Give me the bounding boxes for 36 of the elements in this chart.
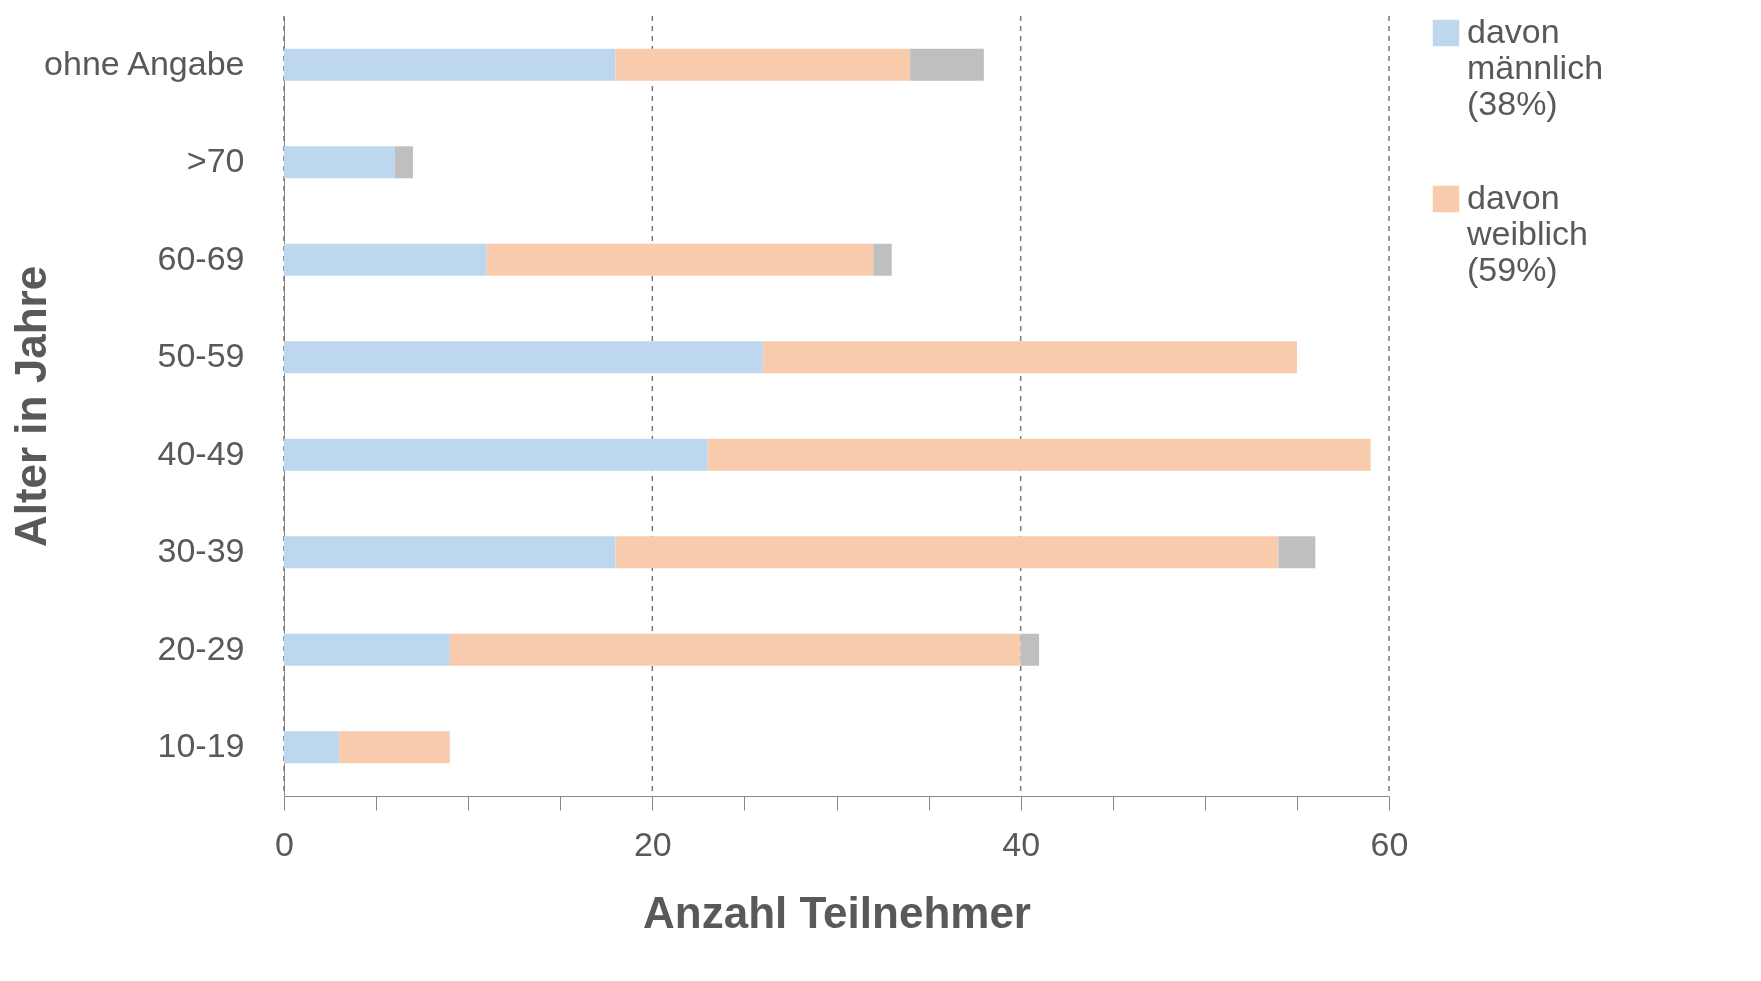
y-tick-label: 60-69 — [157, 238, 245, 277]
bar — [284, 341, 763, 374]
bar — [284, 536, 616, 569]
x-tick-label: 0 — [275, 824, 294, 863]
bar — [486, 243, 874, 276]
bar — [707, 438, 1371, 471]
bar — [284, 243, 487, 276]
bar — [284, 633, 450, 666]
legend-label: davon männlich (38%) — [1467, 12, 1604, 122]
y-tick-label: 30-39 — [157, 531, 245, 570]
bar — [284, 48, 616, 81]
x-tick-label: 40 — [1002, 824, 1041, 863]
y-tick-label: 20-29 — [157, 628, 245, 667]
y-tick-label: 10-19 — [157, 726, 245, 765]
y-tick-label: >70 — [186, 141, 245, 180]
x-axis-title: Anzahl Teilnehmer — [643, 887, 1031, 937]
legend-label: davon weiblich (59%) — [1466, 178, 1588, 288]
bar — [1020, 633, 1040, 666]
bar — [615, 536, 1279, 569]
y-tick-label: 40-49 — [157, 433, 245, 472]
x-tick-label: 60 — [1370, 824, 1409, 863]
bar — [762, 341, 1297, 374]
y-tick-label: ohne Angabe — [44, 43, 245, 82]
bar — [284, 438, 708, 471]
bar — [1278, 536, 1316, 569]
y-axis-title: Alter in Jahre — [5, 265, 55, 548]
bar — [394, 146, 413, 179]
bar — [339, 731, 450, 764]
bar — [449, 633, 1021, 666]
bar — [615, 48, 911, 81]
bar — [873, 243, 892, 276]
x-tick-label: 20 — [633, 824, 672, 863]
bar — [910, 48, 984, 81]
bar — [284, 731, 340, 764]
y-tick-label: 50-59 — [157, 336, 245, 375]
bar — [284, 146, 395, 179]
